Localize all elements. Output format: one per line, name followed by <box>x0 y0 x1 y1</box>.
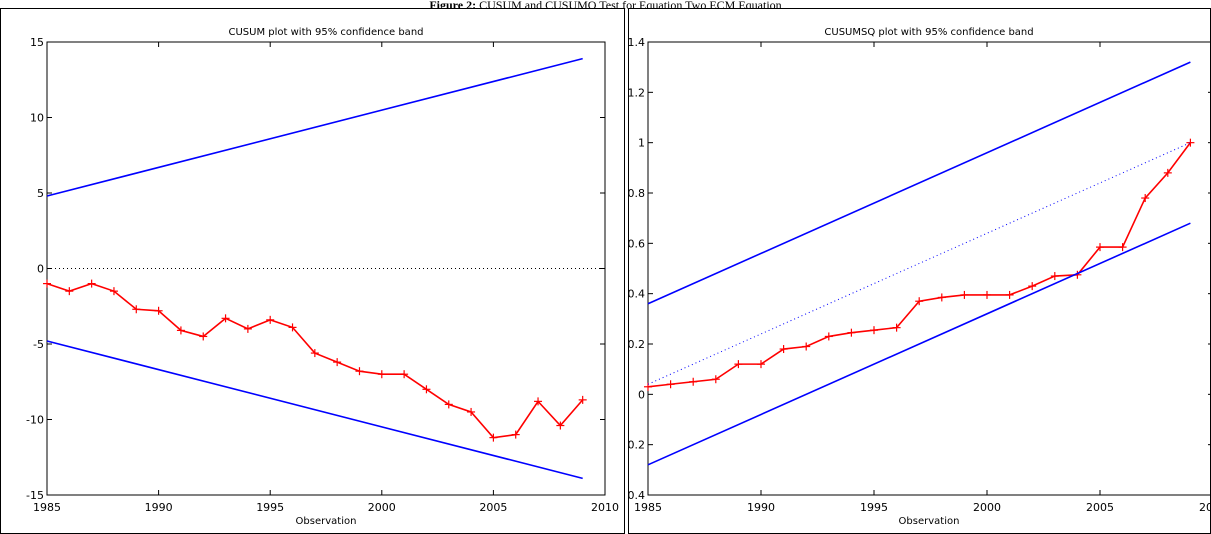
cusum-series-0-line <box>46 282 584 439</box>
cusum-data-point <box>288 323 297 332</box>
cusumsq-data-point <box>1005 290 1014 299</box>
cusum-data-point <box>199 332 208 341</box>
cusum-data-point <box>534 397 543 406</box>
cusum-data-point <box>355 367 364 376</box>
cusum-ytick-label: -15 <box>26 489 44 502</box>
cusum-ytick-label: -10 <box>26 414 44 427</box>
cusumsq-ytick-label: -0.2 <box>629 439 645 452</box>
cusum-data-point <box>489 433 498 442</box>
figure-caption-text: CUSUM and CUSUMQ Test for Equation Two E… <box>476 0 782 10</box>
cusumsq-title: CUSUMSQ plot with 95% confidence band <box>824 27 1033 38</box>
cusumsq-xtick-label: 2000 <box>973 501 1001 514</box>
cusum-xtick-label: 1995 <box>256 501 284 514</box>
cusum-ytick-label: 10 <box>30 112 44 125</box>
cusum-data-point <box>176 326 185 335</box>
figure-caption: Figure 2: CUSUM and CUSUMQ Test for Equa… <box>0 0 1211 10</box>
cusum-series-1-line <box>46 57 583 197</box>
cusum-data-point <box>556 421 565 430</box>
cusumsq-ytick-label: -0.4 <box>629 489 645 502</box>
cusumsq-ytick-label: 0.2 <box>629 338 645 351</box>
cusumsq-series-2-line <box>647 222 1191 466</box>
cusum-xlabel: Observation <box>296 516 357 527</box>
cusum-xtick-label: 2000 <box>368 501 396 514</box>
cusumsq-data-point <box>802 342 811 351</box>
cusum-chart-panel: CUSUM plot with 95% confidence band -15 -1… <box>0 8 625 534</box>
cusumsq-data-point <box>1050 272 1059 281</box>
cusumsq-data-point <box>1028 282 1037 291</box>
cusumsq-data-point <box>824 332 833 341</box>
cusum-series-2-line <box>46 340 583 480</box>
cusum-chart: CUSUM plot with 95% confidence band -15 -1… <box>26 27 619 527</box>
cusum-data-point <box>266 315 275 324</box>
cusumsq-data-point <box>847 328 856 337</box>
cusumsq-ytick-label: 0 <box>638 388 645 401</box>
cusum-data-point <box>467 407 476 416</box>
cusum-data-point <box>578 395 587 404</box>
cusum-data-point <box>221 314 230 323</box>
cusumsq-xtick-label: 1995 <box>860 501 888 514</box>
cusumsq-data-point <box>779 345 788 354</box>
cusumsq-data-point <box>1141 194 1150 203</box>
cusumsq-chart-panel: CUSUMSQ plot with 95% confidence band -0.… <box>628 8 1211 534</box>
cusum-ytick-label: 0 <box>37 263 44 276</box>
cusumsq-data-point <box>1096 243 1104 252</box>
cusum-data-point <box>87 279 96 288</box>
cusum-xtick-label: 2010 <box>591 501 619 514</box>
cusumsq-xtick-label: 2010 <box>1199 501 1210 514</box>
cusumsq-ytick-label: 0.8 <box>629 187 645 200</box>
cusumsq-data-point <box>689 377 698 386</box>
cusum-xtick-label: 2005 <box>479 501 507 514</box>
cusumsq-data-point <box>1163 168 1172 177</box>
cusumsq-data-point <box>937 293 946 302</box>
cusumsq-series-1-line <box>647 61 1191 305</box>
cusumsq-data-point <box>1186 138 1195 147</box>
cusumsq-xtick-label: 1985 <box>634 501 662 514</box>
cusum-data-point <box>377 370 386 379</box>
cusum-title: CUSUM plot with 95% confidence band <box>229 27 424 38</box>
cusum-data-point <box>444 400 453 409</box>
cusumsq-ytick-label: 1.2 <box>629 86 645 99</box>
cusum-data-point <box>243 324 252 333</box>
cusumsq-data-point <box>711 375 720 384</box>
cusumsq-chart: CUSUMSQ plot with 95% confidence band -0.… <box>629 27 1210 527</box>
cusum-data-point <box>422 385 431 394</box>
cusum-data-point <box>310 349 319 358</box>
cusum-xtick-label: 1990 <box>145 501 173 514</box>
cusumsq-data-point <box>960 290 969 299</box>
cusum-ytick-label: -5 <box>33 338 44 351</box>
cusumsq-data-point <box>757 360 765 369</box>
cusum-data-point <box>154 306 163 315</box>
cusumsq-ytick-label: 1.4 <box>629 36 645 49</box>
cusumsq-xtick-label: 1990 <box>747 501 775 514</box>
cusum-ytick-label: 15 <box>30 36 44 49</box>
cusumsq-xlabel: Observation <box>899 516 960 527</box>
cusumsq-series-3-line <box>647 142 1191 385</box>
cusumsq-data-point <box>734 360 743 369</box>
cusumsq-data-point <box>983 290 991 299</box>
cusum-data-point <box>132 305 141 314</box>
cusum-xtick-label: 1985 <box>33 501 61 514</box>
cusumsq-data-point <box>1118 243 1127 252</box>
cusumsq-ytick-label: 0.4 <box>629 288 645 301</box>
cusumsq-data-point <box>870 326 878 335</box>
cusumsq-data-point <box>915 297 924 306</box>
cusumsq-ytick-label: 1 <box>638 137 645 150</box>
cusum-data-point <box>400 370 409 379</box>
cusumsq-data-point <box>666 380 675 389</box>
cusum-ytick-label: 5 <box>37 187 44 200</box>
cusum-data-point <box>43 279 51 288</box>
cusumsq-xtick-label: 2005 <box>1086 501 1114 514</box>
cusum-data-point <box>333 358 342 367</box>
cusumsq-ytick-label: 0.6 <box>629 237 645 250</box>
cusum-data-point <box>65 287 74 296</box>
cusumsq-data-point <box>892 323 901 332</box>
cusumsq-plot-frame <box>647 41 1210 496</box>
cusum-data-point <box>109 287 118 296</box>
figure-caption-label: Figure 2: <box>429 0 477 10</box>
cusum-data-point <box>511 430 520 439</box>
